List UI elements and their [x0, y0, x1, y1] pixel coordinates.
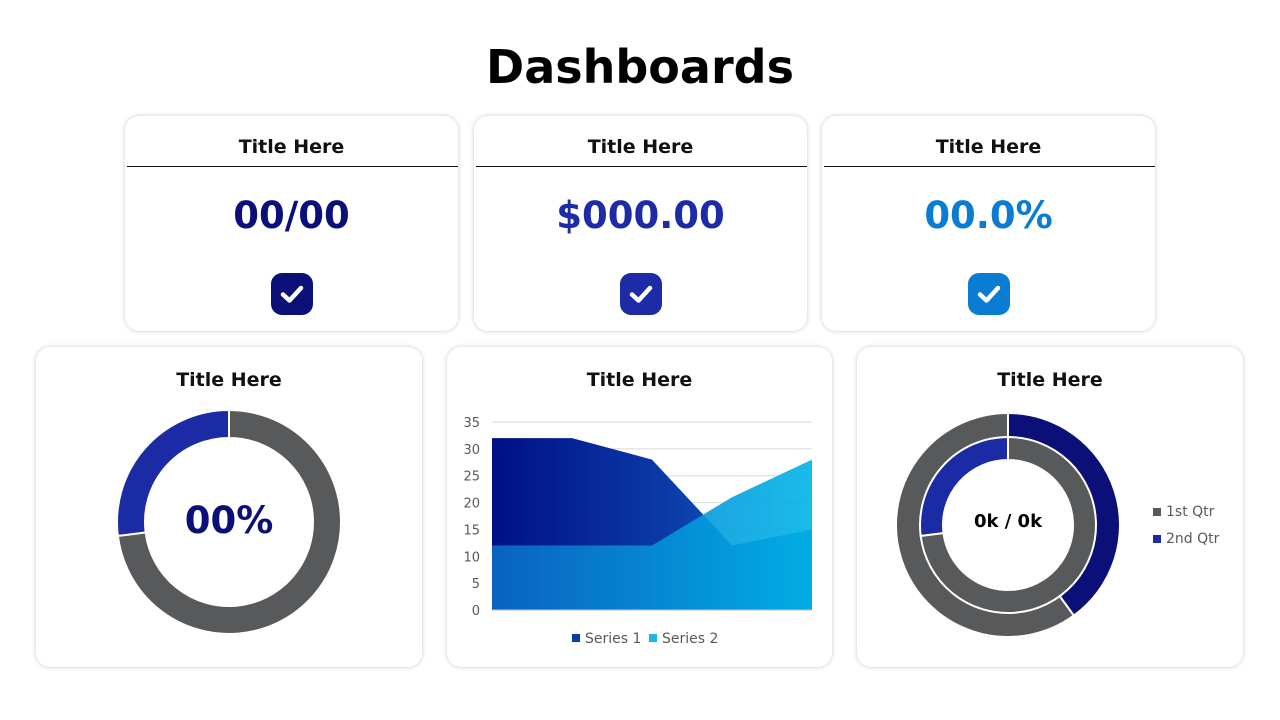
y-tick-label: 5: [472, 577, 480, 592]
legend-label: 2nd Qtr: [1166, 530, 1220, 547]
legend-label: Series 2: [662, 631, 718, 647]
donut-center-label: 00%: [184, 499, 274, 542]
kpi-title: Title Here: [238, 136, 345, 158]
double-donut-chart: [895, 411, 1121, 638]
check-icon: [271, 273, 313, 315]
legend-item: 2nd Qtr: [1153, 525, 1219, 552]
chart-title: Title Here: [176, 369, 282, 391]
donut-chart: [116, 408, 342, 635]
legend-swatch: [1153, 534, 1161, 543]
legend-label: Series 1: [585, 631, 641, 647]
area-chart: 0 5 10 15 20 25 30 35 Series 1 Series 2: [463, 416, 812, 647]
donut-slice-2: [116, 408, 342, 635]
chart-title: Title Here: [997, 369, 1103, 391]
y-tick-label: 25: [463, 470, 480, 485]
area-series-2: [492, 459, 812, 610]
rings-center-label: 0k / 0k: [973, 511, 1043, 532]
y-tick-label: 35: [463, 416, 480, 431]
kpi-title: Title Here: [587, 136, 694, 158]
legend-swatch: [572, 634, 580, 642]
donut-chart-card: Title Here 00%: [36, 347, 422, 667]
y-tick-label: 30: [463, 443, 480, 458]
kpi-title: Title Here: [935, 136, 1042, 158]
kpi-divider: [127, 166, 458, 167]
y-tick-label: 10: [463, 550, 480, 565]
kpi-card-1: Title Here 00/00: [125, 116, 458, 331]
kpi-card-3: Title Here 00.0%: [822, 116, 1155, 331]
inner-ring-slice-2: [919, 435, 1097, 614]
kpi-divider: [824, 166, 1155, 167]
kpi-divider: [476, 166, 807, 167]
y-tick-label: 15: [463, 523, 480, 538]
kpi-value: 00/00: [233, 194, 350, 237]
rings-legend: 1st Qtr 2nd Qtr: [1153, 498, 1219, 552]
legend-swatch: [649, 634, 657, 642]
area-chart-card: Title Here 0 5 10 15 20 25 30 35 Series 1 Series …: [447, 347, 832, 667]
kpi-value: $000.00: [556, 194, 725, 237]
check-icon: [968, 273, 1010, 315]
page-title: Dashboards: [486, 40, 794, 94]
legend-label: 1st Qtr: [1166, 503, 1215, 520]
check-icon: [620, 273, 662, 315]
legend-swatch: [1153, 507, 1161, 516]
y-tick-label: 20: [463, 497, 480, 512]
kpi-value: 00.0%: [924, 194, 1053, 237]
kpi-card-2: Title Here $000.00: [474, 116, 807, 331]
y-tick-label: 0: [472, 604, 480, 619]
double-donut-card: Title Here 0k / 0k 1st Qtr 2nd Qtr: [857, 347, 1243, 667]
chart-title: Title Here: [586, 369, 693, 391]
legend-item: 1st Qtr: [1153, 498, 1219, 525]
